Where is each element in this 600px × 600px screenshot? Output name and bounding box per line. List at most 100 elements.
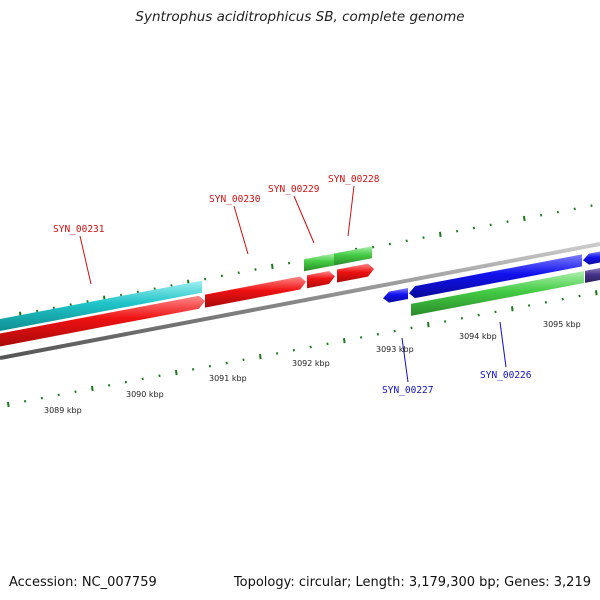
gene-syn-00231 xyxy=(0,295,205,347)
outer-tick xyxy=(506,220,509,223)
inner-tick xyxy=(527,304,531,307)
inner-tick xyxy=(275,352,279,355)
gene-syn-00229 xyxy=(307,271,335,289)
outer-tick xyxy=(203,277,207,281)
outer-tick xyxy=(388,242,392,246)
inner-tick xyxy=(359,336,363,339)
inner-tick xyxy=(124,380,128,384)
gene-features xyxy=(0,246,600,347)
outer-tick xyxy=(439,231,442,238)
inner-tick xyxy=(91,385,94,392)
outer-tick xyxy=(35,309,39,313)
inner-tick xyxy=(595,290,598,296)
gene-syn-00228 xyxy=(337,263,374,283)
gene-purple-edge xyxy=(585,268,600,283)
gene-label-syn-00231: SYN_00231 xyxy=(53,224,105,235)
page-title: Syntrophus aciditrophicus SB, complete g… xyxy=(135,9,465,25)
outer-tick xyxy=(489,223,492,227)
gene-blue-large xyxy=(409,254,582,299)
gene-callouts xyxy=(79,185,507,383)
callout-line xyxy=(233,205,249,255)
inner-tick xyxy=(40,396,44,400)
outer-tick xyxy=(271,263,274,269)
genome-backbone xyxy=(0,242,600,360)
outer-tick xyxy=(371,245,375,249)
outer-tick xyxy=(254,268,257,271)
outer-tick xyxy=(573,207,576,211)
inner-tick xyxy=(191,368,195,371)
callout-line xyxy=(293,195,315,244)
inner-tick xyxy=(225,361,228,365)
inner-tick-marks xyxy=(7,290,598,408)
outer-tick xyxy=(119,293,123,297)
gene-cyan xyxy=(0,280,202,331)
inner-tick xyxy=(242,358,245,362)
gene-syn-00230 xyxy=(205,276,306,308)
inner-tick xyxy=(57,393,60,397)
inner-tick xyxy=(141,377,144,381)
gene-syn-00227 xyxy=(383,288,408,303)
inner-tick xyxy=(410,326,413,330)
inner-tick xyxy=(158,374,161,378)
gene-label-syn-00229: SYN_00229 xyxy=(268,184,320,195)
inner-tick xyxy=(511,306,514,312)
outer-tick xyxy=(237,271,240,275)
tick-label: 3095 kbp xyxy=(543,320,581,329)
outer-tick xyxy=(472,226,476,230)
inner-tick xyxy=(544,300,548,304)
inner-tick xyxy=(343,338,346,344)
outer-tick xyxy=(153,287,156,291)
callout-line xyxy=(401,337,409,383)
inner-tick xyxy=(292,348,296,352)
outer-tick xyxy=(556,210,560,214)
gene-green-small xyxy=(304,253,334,272)
inner-tick xyxy=(393,329,396,333)
inner-tick xyxy=(208,364,212,368)
tick-label: 3091 kbp xyxy=(209,374,247,383)
inner-tick xyxy=(494,310,497,314)
gene-green-small xyxy=(334,246,372,266)
backbone-line xyxy=(0,242,600,360)
outer-tick xyxy=(69,303,72,306)
outer-tick xyxy=(422,236,425,239)
outer-tick xyxy=(405,239,408,243)
gene-syn-00226 xyxy=(411,271,584,316)
tick-label: 3093 kbp xyxy=(376,345,414,354)
outer-tick xyxy=(455,229,459,233)
outer-tick xyxy=(136,290,140,294)
outer-tick xyxy=(523,215,526,222)
tick-labels: 3089 kbp 3090 kbp 3091 kbp 3092 kbp 3093… xyxy=(44,320,581,415)
outer-tick xyxy=(590,204,593,208)
inner-tick xyxy=(443,320,447,323)
inner-tick xyxy=(309,345,312,349)
gene-blue-edge xyxy=(583,251,600,265)
genome-summary-text: Topology: circular; Length: 3,179,300 bp… xyxy=(233,575,591,590)
tick-label: 3094 kbp xyxy=(459,332,497,341)
inner-tick xyxy=(259,353,262,360)
inner-tick xyxy=(7,401,10,408)
gene-label-syn-00227: SYN_00227 xyxy=(382,385,433,396)
inner-tick xyxy=(326,342,329,346)
gene-label-syn-00226: SYN_00226 xyxy=(480,370,532,381)
inner-tick xyxy=(427,322,430,328)
gene-label-syn-00228: SYN_00228 xyxy=(328,174,380,185)
outer-tick xyxy=(539,213,543,217)
callout-line xyxy=(79,235,92,285)
outer-tick xyxy=(287,261,291,265)
tick-label: 3090 kbp xyxy=(126,390,164,399)
tick-label: 3089 kbp xyxy=(44,406,82,415)
inner-tick xyxy=(74,390,77,394)
outer-tick xyxy=(220,274,224,278)
gene-label-syn-00230: SYN_00230 xyxy=(209,194,261,205)
inner-tick xyxy=(175,369,178,376)
inner-tick xyxy=(107,383,111,387)
outer-tick xyxy=(86,300,89,303)
inner-tick xyxy=(460,316,464,320)
inner-tick xyxy=(561,297,564,301)
inner-tick xyxy=(578,294,581,298)
callout-line xyxy=(499,321,507,368)
inner-tick xyxy=(477,313,480,317)
tick-label: 3092 kbp xyxy=(292,359,330,368)
inner-tick xyxy=(376,332,380,336)
